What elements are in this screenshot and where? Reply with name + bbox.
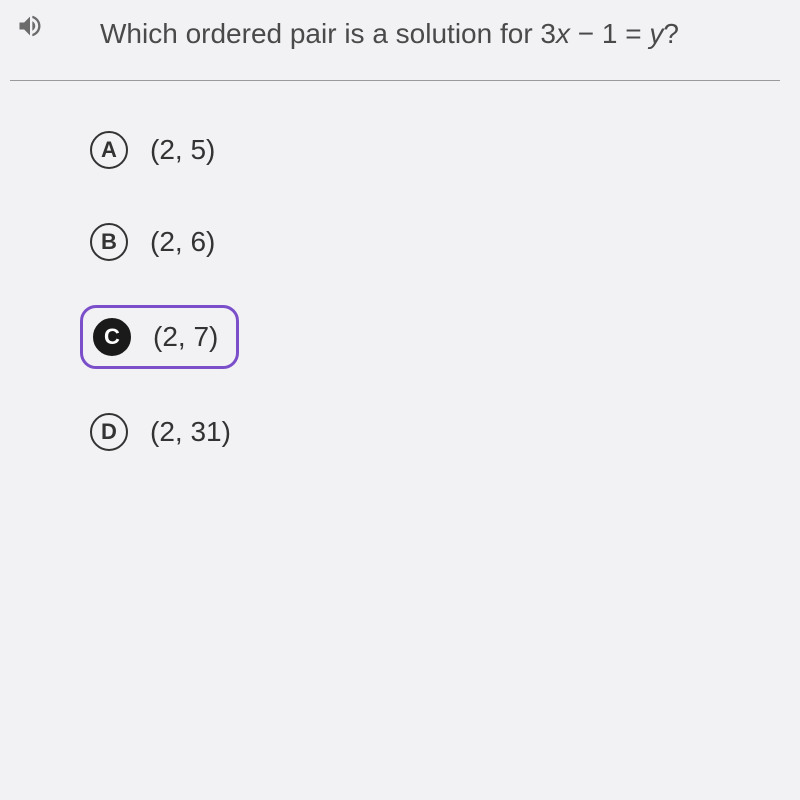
choice-b-inner: B (2, 6): [80, 213, 233, 271]
choice-b[interactable]: B (2, 6): [80, 213, 800, 271]
question-var2: y: [649, 18, 663, 49]
choice-d-text: (2, 31): [150, 416, 231, 448]
choice-c-text: (2, 7): [153, 321, 218, 353]
question-prefix: Which ordered pair is a solution for 3: [100, 18, 556, 49]
question-suffix: ?: [663, 18, 679, 49]
choice-b-letter: B: [90, 223, 128, 261]
choices-list: A (2, 5) B (2, 6) C (2, 7) D (2, 31): [0, 81, 800, 461]
choice-c[interactable]: C (2, 7): [80, 305, 800, 369]
question-var1: x: [556, 18, 570, 49]
question-header: Which ordered pair is a solution for 3x …: [10, 0, 780, 81]
choice-d[interactable]: D (2, 31): [80, 403, 800, 461]
choice-c-letter: C: [93, 318, 131, 356]
audio-icon[interactable]: [16, 12, 44, 40]
choice-a-text: (2, 5): [150, 134, 215, 166]
question-mid: − 1 =: [570, 18, 649, 49]
choice-a[interactable]: A (2, 5): [80, 121, 800, 179]
choice-d-inner: D (2, 31): [80, 403, 249, 461]
choice-d-letter: D: [90, 413, 128, 451]
choice-a-letter: A: [90, 131, 128, 169]
question-text: Which ordered pair is a solution for 3x …: [100, 16, 679, 52]
choice-a-inner: A (2, 5): [80, 121, 233, 179]
choice-c-inner: C (2, 7): [80, 305, 239, 369]
choice-b-text: (2, 6): [150, 226, 215, 258]
